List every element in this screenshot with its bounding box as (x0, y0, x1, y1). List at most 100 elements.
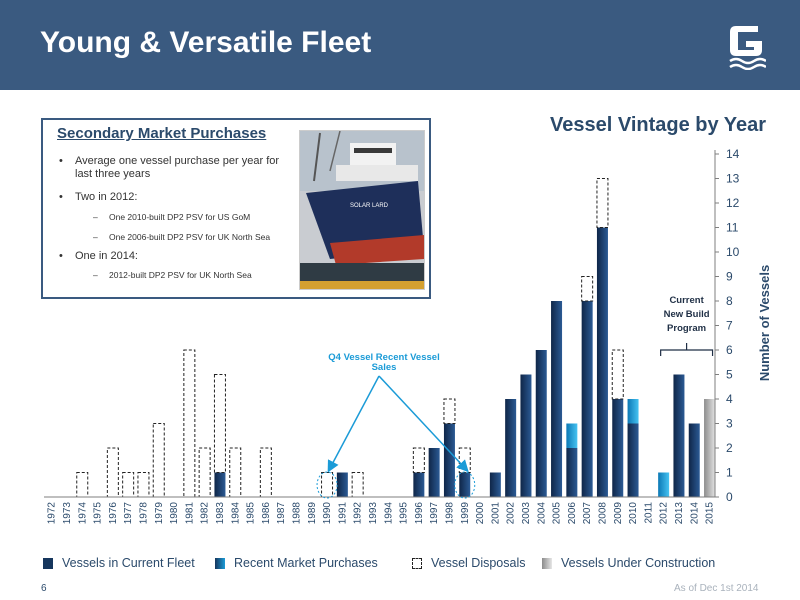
bar-vessel-disposal (76, 472, 89, 498)
legend: Vessels in Current Fleet Recent Market P… (0, 555, 800, 575)
title-bar: Young & Versatile Fleet (0, 0, 800, 90)
x-tick-label: 1991 (337, 502, 348, 525)
bar-vessel-disposal (137, 472, 150, 498)
x-tick-label: 1973 (62, 502, 73, 525)
x-tick-label: 1981 (184, 502, 195, 525)
annotations: Q4 Vessel Recent Vessel Sales Current New B… (316, 295, 714, 499)
bar-group (76, 178, 716, 498)
y-tick-label: 0 (726, 490, 733, 504)
x-tick-label: 1996 (414, 502, 425, 525)
x-tick-label: 1998 (444, 502, 455, 525)
bracket (660, 343, 714, 356)
bar-vessel-disposal (213, 374, 226, 473)
bar-vessel-disposal (122, 472, 135, 498)
bar-current-fleet (443, 423, 455, 497)
y-tick-label: 12 (726, 196, 740, 210)
bar-current-fleet (214, 472, 226, 497)
callout-title: Secondary Market Purchases (57, 125, 267, 142)
x-tick-label: 1997 (429, 502, 440, 525)
x-tick-label: 2000 (475, 502, 486, 525)
legend-swatch (542, 558, 552, 569)
company-logo (729, 26, 766, 70)
x-tick-label: 2006 (567, 502, 578, 525)
x-tick-label: 1987 (276, 502, 287, 525)
x-tick-label: 1974 (77, 502, 88, 525)
legend-label: Vessels in Current Fleet (62, 556, 195, 570)
annotation-highlight-circle (316, 471, 338, 499)
x-tick-label: 1994 (383, 502, 394, 525)
bar-vessel-disposal (596, 178, 609, 228)
y-tick-label: 1 (726, 466, 733, 480)
x-tick-label: 2002 (506, 502, 517, 525)
bullet-item: One in 2014: (59, 250, 289, 263)
bar-vessel-disposal (106, 447, 119, 498)
y-tick-label: 4 (726, 392, 733, 406)
x-tick-label: 2007 (582, 502, 593, 525)
y-tick-label: 7 (726, 319, 733, 333)
x-tick-label: 2012 (659, 502, 670, 525)
annotation-label: Current New Build Program (664, 295, 710, 334)
y-tick-label: 2 (726, 441, 733, 455)
x-tick-label: 2008 (597, 502, 608, 525)
bar-current-fleet (566, 448, 578, 497)
x-tick-label: 2014 (689, 502, 700, 525)
bullet-item: Average one vessel purchase per year for… (59, 155, 289, 181)
y-tick-label: 14 (726, 147, 740, 161)
bar-current-fleet (688, 423, 700, 497)
x-tick-label: 2003 (521, 502, 532, 525)
bar-vessel-disposal (198, 447, 211, 498)
x-tick-label: 1988 (291, 502, 302, 525)
y-tick-label: 9 (726, 270, 733, 284)
bullet-item: Two in 2012: (59, 191, 289, 204)
legend-swatch (412, 558, 422, 569)
page-title: Young & Versatile Fleet (40, 26, 372, 59)
bar-current-fleet (520, 374, 532, 497)
bar-under-construction (704, 399, 716, 497)
legend-label: Recent Market Purchases (234, 556, 378, 570)
y-tick-label: 3 (726, 417, 733, 431)
x-tick-label: 1999 (460, 502, 471, 525)
bar-vessel-disposal (152, 423, 165, 498)
x-tick-label: 1975 (93, 502, 104, 525)
x-tick-label: 1986 (261, 502, 272, 525)
x-tick-label: 2004 (536, 502, 547, 525)
bar-current-fleet (413, 472, 425, 497)
page-number: 6 (41, 583, 47, 594)
x-tick-label: 2001 (490, 502, 501, 525)
bar-current-fleet (612, 399, 624, 497)
bar-current-fleet (336, 472, 348, 497)
x-tick-label: 1990 (322, 502, 333, 525)
svg-text:SOLAR LARD: SOLAR LARD (350, 203, 389, 209)
x-tick-label: 1989 (307, 502, 318, 525)
bar-vessel-disposal (229, 447, 242, 498)
sub-bullet-item: 2012-built DP2 PSV for UK North Sea (93, 270, 252, 280)
y-tick-label: 10 (726, 245, 740, 259)
x-tick-label: 1983 (215, 502, 226, 525)
bar-current-fleet (551, 301, 563, 497)
bar-vessel-disposal (351, 472, 364, 498)
sub-bullet-item: One 2006-built DP2 PSV for UK North Sea (93, 232, 270, 242)
x-tick-label: 1993 (368, 502, 379, 525)
bar-vessel-disposal (581, 276, 594, 302)
bar-current-fleet (673, 374, 685, 497)
y-tick-label: 11 (726, 221, 739, 235)
x-tick-label: 1982 (200, 502, 211, 525)
bar-recent-purchase (658, 472, 670, 497)
x-tick-label: 1992 (353, 502, 364, 525)
bar-current-fleet (596, 227, 608, 497)
chart-title: Vessel Vintage by Year (550, 114, 767, 136)
bar-vessel-disposal (183, 349, 196, 498)
x-tick-labels: 1972 1973 1974 1975 1976 1977 1978 1979 1980 1981… (44, 496, 718, 525)
y-axis-label: Number of Vessels (757, 265, 772, 381)
x-tick-label: 1978 (138, 502, 149, 525)
legend-label: Vessel Disposals (431, 556, 526, 570)
annotation-arrow (378, 375, 469, 473)
x-tick-label: 1979 (154, 502, 165, 525)
as-of-date: As of Dec 1st 2014 (674, 583, 759, 594)
x-tick-label: 1984 (230, 502, 241, 525)
x-tick-label: 1980 (169, 502, 180, 525)
bar-vessel-disposal (443, 398, 456, 424)
x-tick-label: 2010 (628, 502, 639, 525)
x-tick-label: 2015 (705, 502, 716, 525)
